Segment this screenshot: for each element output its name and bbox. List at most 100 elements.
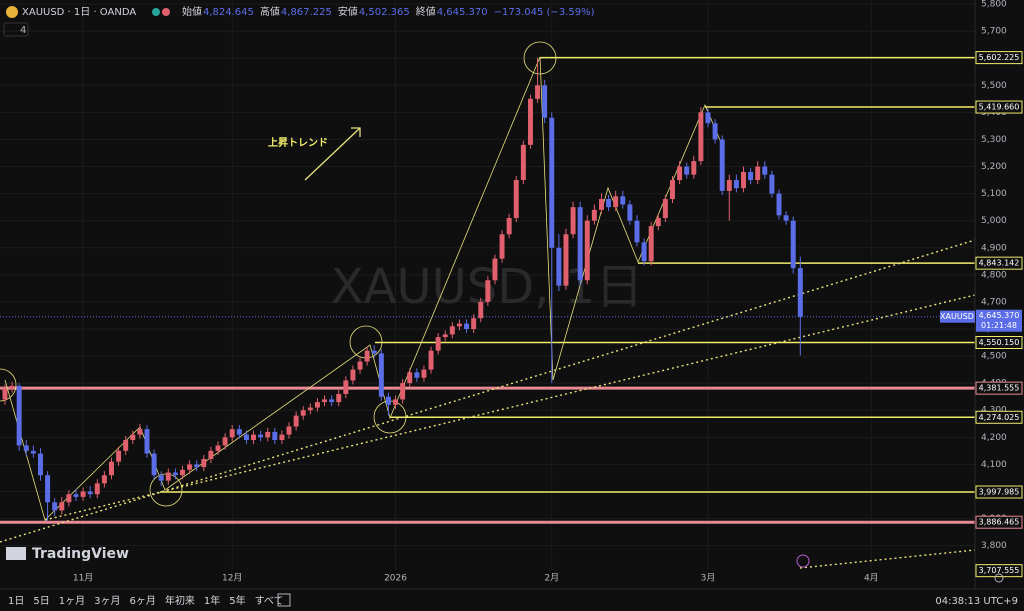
candle-body bbox=[144, 429, 150, 454]
candle-body bbox=[527, 98, 533, 145]
candle-body bbox=[116, 450, 122, 462]
calendar-icon[interactable] bbox=[277, 593, 291, 607]
candle-body bbox=[591, 209, 597, 221]
candle-body bbox=[229, 429, 235, 438]
countdown: 01:21:48 bbox=[981, 321, 1017, 330]
ohlc-label: 終値 bbox=[416, 5, 436, 18]
range-button[interactable]: 1ヶ月 bbox=[59, 595, 85, 607]
indicator-count[interactable]: 4 bbox=[20, 25, 26, 36]
y-tick-label: 4,500 bbox=[981, 352, 1007, 362]
candle-body bbox=[314, 402, 320, 408]
level-tag bbox=[975, 381, 1023, 395]
indicator-badge[interactable] bbox=[3, 22, 29, 37]
candle-body bbox=[350, 369, 356, 381]
candle-body bbox=[641, 242, 647, 262]
event-icon[interactable] bbox=[796, 554, 810, 568]
candle-body bbox=[499, 234, 505, 259]
trend-line bbox=[799, 549, 976, 569]
candle-body bbox=[23, 445, 29, 451]
candle-body bbox=[584, 220, 590, 281]
candle-body bbox=[485, 280, 491, 302]
ohlc-label: 安値 bbox=[338, 5, 358, 18]
range-button[interactable]: すべて bbox=[255, 595, 284, 607]
ohlc-value: 4,502.365 bbox=[359, 7, 410, 18]
candle-body bbox=[414, 372, 420, 378]
level-label: 3,707.555 bbox=[979, 566, 1020, 575]
levels bbox=[0, 56, 975, 524]
candle-body bbox=[755, 166, 761, 181]
y-tick-label: 5,500 bbox=[981, 81, 1007, 91]
candle-body bbox=[662, 199, 668, 218]
candle-body bbox=[655, 217, 661, 227]
candle-body bbox=[421, 369, 427, 378]
price-axis: 3,8003,9004,0004,1004,2004,3004,4004,500… bbox=[73, 0, 1023, 589]
clock: 04:38:13 UTC+9 bbox=[935, 596, 1018, 607]
candle-body bbox=[80, 491, 86, 497]
candle-body bbox=[137, 429, 143, 435]
candle-body bbox=[37, 453, 43, 476]
range-buttons: 1日 5日 1ヶ月 3ヶ月 6ヶ月 年初来 1年 5年 すべて bbox=[8, 594, 284, 607]
last-price-label: 4,645.370 bbox=[979, 311, 1020, 320]
candle-body bbox=[797, 268, 803, 317]
candle-body bbox=[776, 193, 782, 216]
range-button[interactable]: 6ヶ月 bbox=[130, 595, 156, 607]
range-button[interactable]: 1年 bbox=[204, 594, 220, 607]
candle-body bbox=[733, 180, 739, 189]
candle-body bbox=[2, 388, 8, 400]
y-tick-label: 5,200 bbox=[981, 162, 1007, 172]
range-button[interactable]: 1日 bbox=[8, 596, 24, 607]
candle-body bbox=[45, 475, 51, 503]
level-tag bbox=[975, 515, 1023, 529]
level-label: 4,274.025 bbox=[979, 413, 1020, 422]
candle-body bbox=[371, 350, 377, 354]
candle-body bbox=[677, 166, 683, 181]
candle-body bbox=[393, 399, 399, 405]
candle-body bbox=[16, 385, 22, 446]
y-tick-label: 3,800 bbox=[981, 541, 1007, 551]
level-tag bbox=[975, 336, 1023, 350]
candle-body bbox=[670, 180, 675, 200]
candle-body bbox=[705, 112, 711, 124]
candle-body bbox=[243, 434, 249, 441]
range-button[interactable]: 年初来 bbox=[165, 594, 195, 607]
candle-body bbox=[109, 461, 114, 476]
candle-body bbox=[222, 437, 228, 446]
level-tag bbox=[975, 564, 1023, 578]
candle-body bbox=[130, 434, 136, 441]
range-button[interactable]: 3ヶ月 bbox=[94, 595, 120, 607]
candle-body bbox=[194, 464, 200, 468]
candle-body bbox=[293, 415, 299, 427]
candle-body bbox=[442, 334, 448, 338]
x-tick-label: 2026 bbox=[384, 574, 407, 584]
candle-body bbox=[634, 220, 640, 243]
x-tick-label: 11月 bbox=[73, 573, 93, 584]
candle-body bbox=[400, 383, 406, 400]
level-tag bbox=[975, 410, 1023, 424]
settings-icon[interactable] bbox=[994, 573, 1004, 583]
candle-body bbox=[435, 337, 441, 351]
candle-body bbox=[613, 196, 619, 208]
candle-body bbox=[258, 434, 264, 438]
y-tick-label: 5,700 bbox=[981, 27, 1007, 37]
candle-body bbox=[648, 226, 654, 262]
candle-body bbox=[265, 431, 271, 438]
candle-body bbox=[180, 469, 185, 476]
candle-body bbox=[30, 450, 36, 454]
candle-body bbox=[620, 196, 626, 205]
candle-body bbox=[336, 393, 342, 403]
change: −173.045 (−3.59%) bbox=[494, 7, 595, 18]
y-tick-label: 4,700 bbox=[981, 297, 1007, 307]
ohlc-value: 4,867.225 bbox=[281, 7, 332, 18]
candle-body bbox=[300, 410, 306, 416]
range-button[interactable]: 5年 bbox=[229, 594, 245, 607]
ohlc-value: 4,645.370 bbox=[437, 7, 488, 18]
symbol-icon bbox=[6, 6, 18, 18]
candle-body bbox=[478, 301, 484, 319]
candle-body bbox=[520, 144, 526, 181]
level-tag bbox=[975, 100, 1023, 114]
candle-body bbox=[570, 207, 576, 235]
range-button[interactable]: 5日 bbox=[33, 596, 49, 607]
level-tag bbox=[975, 485, 1023, 499]
